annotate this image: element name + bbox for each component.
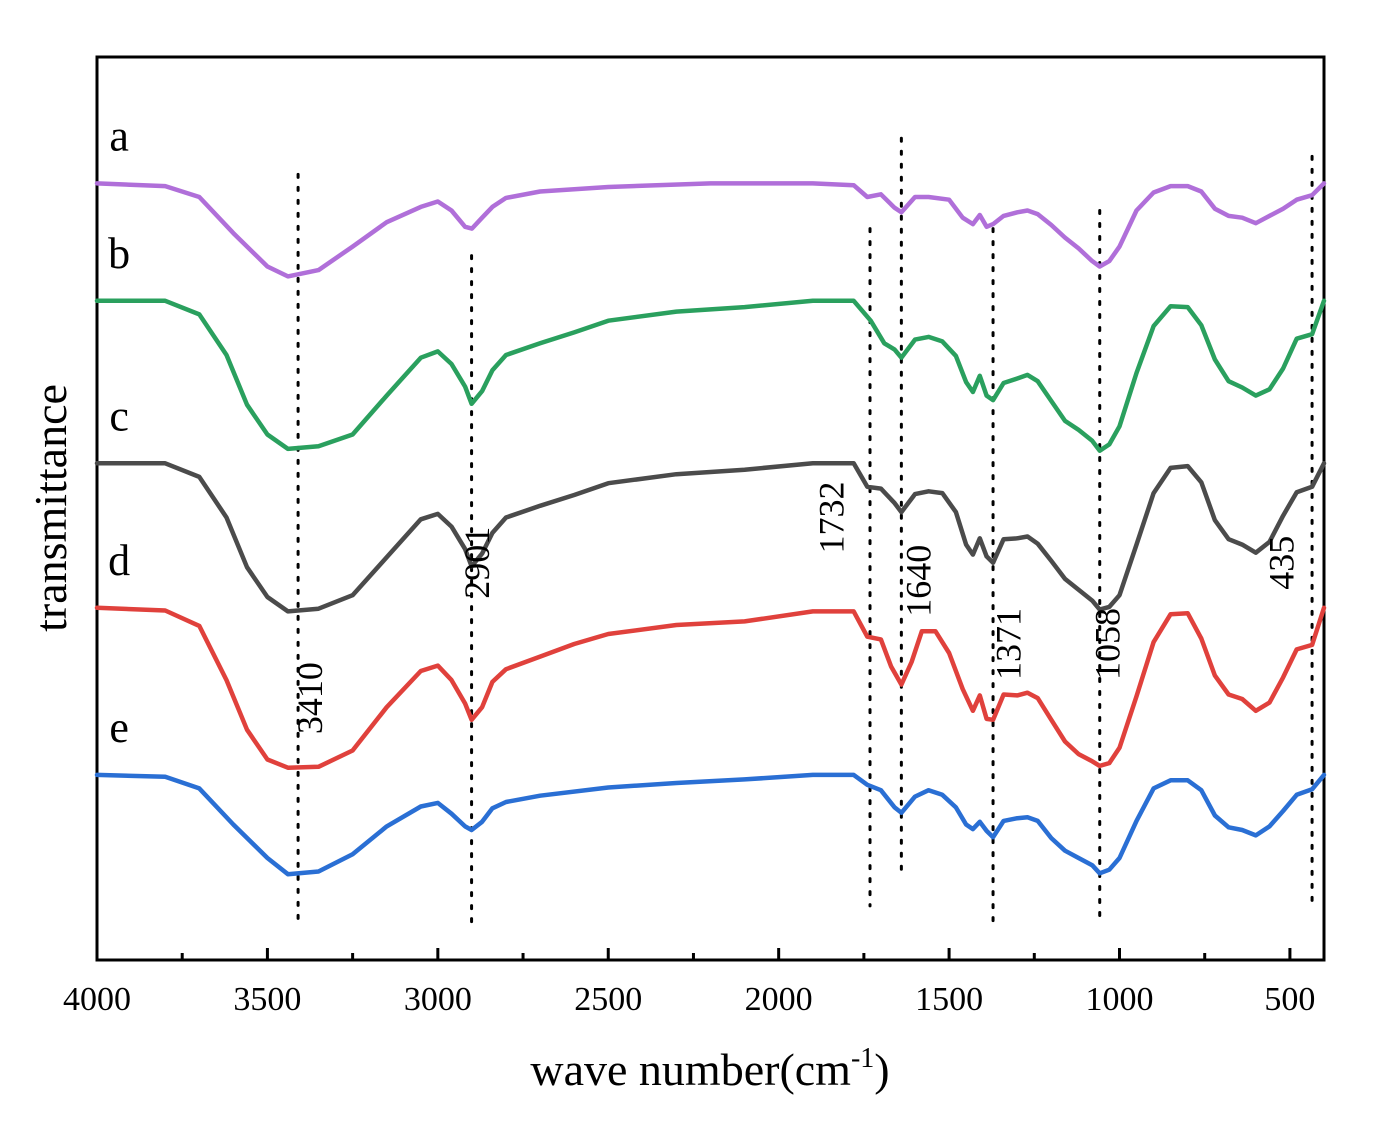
peak-annotations: 3410 2901 1732 1640 1371 1058 435 [290, 482, 1301, 735]
x-axis-title-main: wave number(cm [530, 1044, 851, 1095]
x-tick-label: 500 [1264, 981, 1315, 1018]
x-axis-title-close: ) [874, 1044, 889, 1095]
x-tick-label: 1000 [1086, 981, 1154, 1018]
series-e-label: e [109, 703, 129, 752]
series-a-label: a [109, 111, 129, 160]
plot-frame [95, 55, 1326, 962]
x-tick-label: 4000 [63, 981, 131, 1018]
y-axis-title: transmittance [25, 384, 76, 632]
x-tick-label: 2500 [574, 981, 642, 1018]
series-b-label: b [108, 229, 130, 278]
series-b-line [94, 298, 1327, 453]
peak-label-1640: 1640 [898, 545, 938, 617]
series-d-line [94, 605, 1327, 770]
reference-lines [296, 136, 1314, 926]
series-d-label: d [108, 536, 130, 585]
x-axis-ticks [95, 948, 1292, 960]
series-a-line [94, 181, 1327, 279]
series-group [94, 181, 1327, 877]
peak-label-2901: 2901 [457, 527, 497, 599]
x-axis-title: wave number(cm-1) [530, 1043, 889, 1095]
series-c-line [94, 461, 1327, 614]
peak-label-435: 435 [1261, 536, 1301, 590]
peak-label-1732: 1732 [811, 482, 851, 554]
peak-label-1058: 1058 [1088, 608, 1128, 680]
x-tick-label: 2000 [745, 981, 813, 1018]
peak-label-3410: 3410 [290, 662, 330, 734]
series-c-label: c [109, 391, 129, 440]
x-axis-title-superscript: -1 [851, 1043, 874, 1074]
x-axis-tick-labels: 4000 3500 3000 2500 2000 1500 1000 500 [63, 981, 1315, 1018]
x-tick-label: 3000 [404, 981, 472, 1018]
x-tick-label: 1500 [915, 981, 983, 1018]
x-tick-label: 3500 [233, 981, 301, 1018]
series-e-line [94, 772, 1327, 877]
peak-label-1371: 1371 [989, 608, 1029, 680]
series-labels: a b c d e [108, 111, 130, 751]
